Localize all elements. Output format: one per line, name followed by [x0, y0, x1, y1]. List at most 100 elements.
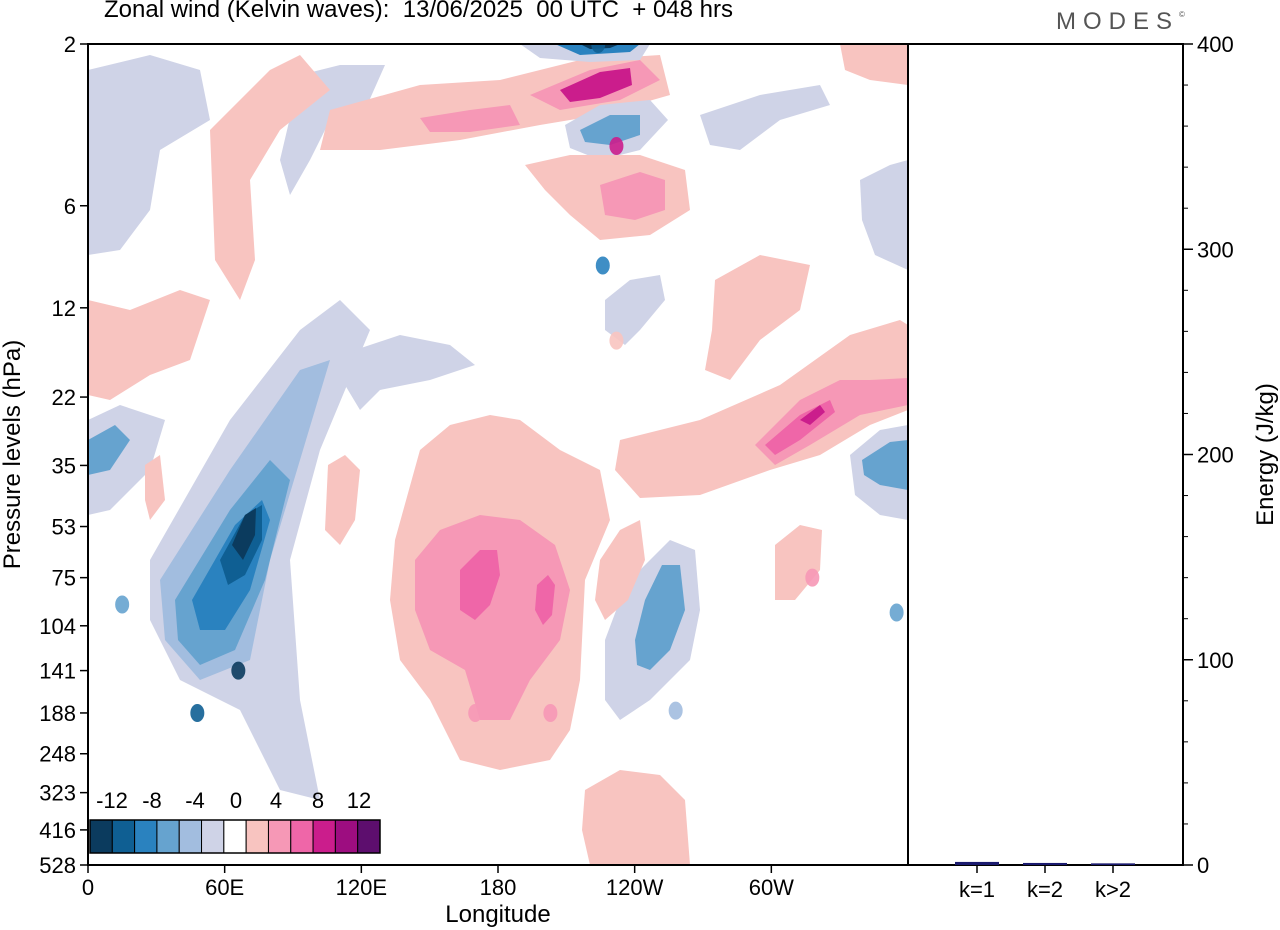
heatmap-cell-11: [668, 701, 683, 720]
colorbar-label: 4: [270, 788, 282, 813]
heatmap-cell-8: [609, 331, 624, 350]
contour-pos-35: [535, 575, 555, 625]
contour-pos-24: [840, 44, 908, 85]
colorbar-label: -12: [96, 788, 128, 813]
colorbar-cell-4: [178, 819, 203, 854]
energy-bar-k=1: [955, 861, 999, 865]
heatmap-cell-7: [591, 44, 606, 53]
x-tick-label: 60E: [205, 875, 244, 900]
colorbar-cell-3: [156, 819, 180, 854]
heatmap-plot: [88, 44, 908, 865]
heatmap-cell-9: [805, 568, 820, 587]
colorbar-cell-8: [267, 819, 292, 854]
y-tick-label: 6: [64, 194, 76, 219]
colorbar-cell-1: [111, 819, 136, 854]
contour-neg-31: [862, 440, 908, 490]
energy-bar-k>2: [1091, 863, 1135, 865]
contour-pos-41: [595, 520, 645, 620]
x-tick-label: 180: [480, 875, 517, 900]
colorbar-cell-9: [290, 819, 314, 854]
chart-title: Zonal wind (Kelvin waves): 13/06/2025 00…: [104, 0, 733, 23]
contour-pos-33: [415, 515, 570, 720]
contour-pos-21: [600, 172, 665, 220]
colorbar-label: 0: [230, 788, 242, 813]
energy-tick-label: 100: [1197, 648, 1234, 673]
heatmap-cell-1: [190, 703, 205, 722]
colorbar-label: 8: [312, 788, 324, 813]
energy-tick-label: 0: [1197, 853, 1209, 878]
contour-pos-34: [460, 550, 500, 620]
heatmap-cell-2: [115, 595, 130, 614]
energy-category-label: k=2: [1027, 877, 1063, 902]
contour-pos-13: [560, 68, 632, 102]
x-tick-label: 0: [82, 875, 94, 900]
x-tick-label: 120W: [606, 875, 664, 900]
colorbar-label: -8: [142, 788, 162, 813]
colorbar-cell-7: [245, 819, 269, 854]
contour-pos-42: [775, 525, 822, 600]
y-tick-label: 528: [39, 853, 76, 878]
colorbar-cell-10: [312, 819, 336, 854]
y-tick-label: 12: [52, 296, 76, 321]
colorbar-cell-12: [357, 819, 381, 854]
x-tick-label: 120E: [336, 875, 387, 900]
y-tick-label: 323: [39, 781, 76, 806]
colorbar-label: 12: [347, 788, 371, 813]
contour-pos-45: [325, 455, 360, 545]
y-tick-label: 104: [39, 614, 76, 639]
y-tick-label: 75: [52, 566, 76, 591]
brand-mark: ©: [1179, 10, 1185, 19]
energy-axis-label: Energy (J/kg): [1252, 383, 1279, 526]
brand-text: MODES: [1056, 8, 1180, 35]
contour-pos-26: [615, 320, 908, 498]
energy-tick-label: 400: [1197, 32, 1234, 57]
contour-neg-39: [635, 565, 685, 670]
energy-bar-k=2: [1023, 862, 1067, 865]
contour-pos-43: [88, 290, 210, 400]
x-axis-label: Longitude: [445, 901, 550, 928]
colorbar-cell-11: [334, 819, 359, 854]
contour-pos-40: [582, 770, 690, 865]
y-tick-label: 141: [39, 659, 76, 684]
contour-neg-36: [345, 335, 475, 410]
colorbar-label: -4: [185, 788, 205, 813]
contour-pos-44: [145, 455, 165, 520]
heatmap-cell-3: [468, 703, 483, 722]
colorbar: -12 -8 -4 0 4 8 12: [89, 788, 381, 854]
energy-category-label: k=1: [959, 877, 995, 902]
y-tick-label: 2: [64, 32, 76, 57]
y-tick-label: 35: [52, 453, 76, 478]
heatmap-cell-6: [595, 256, 610, 275]
brand-logo: MODES©: [1056, 8, 1185, 36]
y-tick-label: 416: [39, 818, 76, 843]
contour-pos-14: [420, 105, 520, 132]
contour-neg-37: [605, 275, 665, 345]
colorbar-frame: [89, 819, 381, 854]
y-tick-label: 53: [52, 515, 76, 540]
heatmap-cell-5: [609, 137, 624, 156]
energy-tick-label: 200: [1197, 443, 1234, 468]
y-axis-label: Pressure levels (hPa): [0, 340, 26, 569]
contour-neg-23: [860, 160, 908, 270]
energy-tick-label: 300: [1197, 237, 1234, 262]
contour-neg-22: [700, 85, 830, 150]
contour-neg-8: [88, 55, 210, 255]
contour-pos-29: [800, 405, 825, 425]
heatmap-cell-10: [889, 603, 904, 622]
heatmap-cell-4: [543, 703, 558, 722]
y-tick-label: 248: [39, 742, 76, 767]
contour-neg-5: [232, 508, 256, 560]
contour-neg-7: [88, 425, 130, 475]
colorbar-cell-2: [134, 819, 158, 854]
contour-neg-19: [580, 115, 640, 145]
colorbar-cell-0: [89, 819, 113, 854]
y-tick-label: 22: [52, 385, 76, 410]
energy-category-label: k>2: [1095, 877, 1131, 902]
heatmap-cell-0: [231, 661, 246, 680]
energy-panel-frame: [907, 43, 1184, 866]
y-tick-label: 188: [39, 701, 76, 726]
contour-pos-10: [210, 55, 330, 300]
contour-pos-25: [705, 255, 810, 380]
